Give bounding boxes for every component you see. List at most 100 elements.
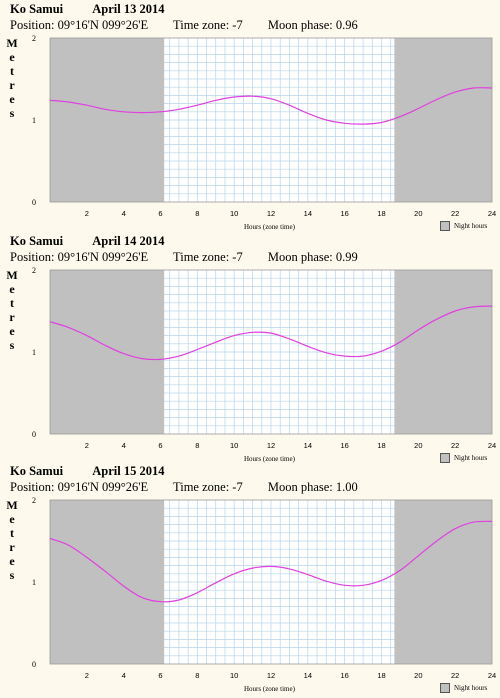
moon-phase-label: Moon phase: 0.99	[267, 250, 358, 264]
y-axis-letter: t	[10, 526, 14, 540]
plot-border	[49, 499, 493, 665]
x-tick-label: 6	[158, 441, 162, 450]
x-tick-label: 14	[304, 441, 312, 450]
tide-panel-april-13: Ko Samui April 13 2014 Position: 09°16'N…	[0, 2, 500, 234]
y-axis-letter: e	[9, 50, 15, 64]
x-tick-label: 14	[304, 209, 312, 218]
y-tick-label: 1	[32, 116, 36, 125]
moon-phase-label: Moon phase: 1.00	[267, 480, 358, 494]
location-label: Ko Samui	[10, 464, 64, 478]
date-label: April 13 2014	[92, 2, 165, 16]
timezone-label: Time zone: -7	[173, 18, 243, 32]
position-label: Position: 09°16'N 099°26'E	[10, 480, 149, 494]
y-tick-label: 2	[32, 496, 36, 505]
plot-border	[49, 37, 493, 203]
x-tick-label: 18	[377, 671, 385, 680]
x-axis-label: Hours (zone time)	[244, 455, 295, 463]
panel-title: Ko Samui April 13 2014	[10, 2, 165, 17]
x-tick-label: 8	[195, 209, 199, 218]
y-axis-letter: r	[9, 540, 15, 554]
x-tick-label: 4	[122, 441, 126, 450]
x-tick-label: 22	[451, 209, 459, 218]
x-tick-label: 6	[158, 209, 162, 218]
panel-title: Ko Samui April 15 2014	[10, 464, 165, 479]
y-axis-letter: s	[9, 338, 15, 352]
y-tick-label: 2	[32, 34, 36, 43]
y-axis-letter: r	[9, 310, 15, 324]
x-tick-label: 14	[304, 671, 312, 680]
y-axis-letter: e	[9, 282, 15, 296]
location-label: Ko Samui	[10, 234, 64, 248]
night-hours-band	[394, 500, 492, 664]
y-axis-letter: t	[10, 296, 14, 310]
x-tick-label: 10	[230, 441, 238, 450]
night-hours-band	[50, 500, 165, 664]
night-hours-band	[50, 38, 165, 202]
x-tick-label: 20	[414, 209, 422, 218]
x-tick-label: 24	[488, 209, 496, 218]
y-axis-label: M e t r e s	[6, 36, 18, 120]
x-tick-label: 24	[488, 441, 496, 450]
y-tick-label: 0	[32, 198, 36, 207]
tide-height-line	[49, 520, 493, 603]
y-axis-letter: e	[9, 92, 15, 106]
x-tick-label: 16	[340, 441, 348, 450]
y-axis-letter: e	[9, 324, 15, 338]
date-label: April 15 2014	[92, 464, 165, 478]
y-axis-letter: s	[9, 106, 15, 120]
panel-info: Position: 09°16'N 099°26'E Time zone: -7…	[10, 480, 380, 495]
x-axis-label: Hours (zone time)	[244, 223, 295, 231]
tide-panel-april-14: Ko Samui April 14 2014 Position: 09°16'N…	[0, 234, 500, 466]
night-hours-band	[394, 38, 492, 202]
x-tick-label: 2	[85, 441, 89, 450]
x-tick-label: 16	[340, 671, 348, 680]
y-tick-label: 1	[32, 348, 36, 357]
date-label: April 14 2014	[92, 234, 165, 248]
y-tick-label: 2	[32, 266, 36, 275]
y-axis-letter: M	[6, 498, 18, 512]
position-label: Position: 09°16'N 099°26'E	[10, 18, 149, 32]
y-tick-label: 0	[32, 660, 36, 669]
y-axis-letter: e	[9, 554, 15, 568]
x-tick-label: 4	[122, 209, 126, 218]
night-hours-swatch	[440, 221, 450, 231]
night-hours-swatch	[440, 683, 450, 693]
moon-phase-label: Moon phase: 0.96	[267, 18, 358, 32]
timezone-label: Time zone: -7	[173, 480, 243, 494]
tide-panel-april-15: Ko Samui April 15 2014 Position: 09°16'N…	[0, 464, 500, 696]
x-tick-label: 22	[451, 671, 459, 680]
legend-label: Night hours	[454, 684, 488, 692]
panel-info: Position: 09°16'N 099°26'E Time zone: -7…	[10, 250, 380, 265]
y-tick-label: 1	[32, 578, 36, 587]
position-label: Position: 09°16'N 099°26'E	[10, 250, 149, 264]
y-axis-letter: e	[9, 512, 15, 526]
x-tick-label: 8	[195, 441, 199, 450]
x-tick-label: 18	[377, 441, 385, 450]
x-tick-label: 8	[195, 671, 199, 680]
night-hours-band	[50, 270, 165, 434]
panel-title: Ko Samui April 14 2014	[10, 234, 165, 249]
tide-height-line	[49, 87, 493, 125]
legend: Night hours	[440, 221, 487, 231]
x-tick-label: 22	[451, 441, 459, 450]
y-tick-label: 0	[32, 430, 36, 439]
x-tick-label: 10	[230, 671, 238, 680]
x-tick-label: 6	[158, 671, 162, 680]
panel-info: Position: 09°16'N 099°26'E Time zone: -7…	[10, 18, 380, 33]
y-axis-letter: r	[9, 78, 15, 92]
y-axis-letter: M	[6, 268, 18, 282]
x-tick-label: 10	[230, 209, 238, 218]
legend: Night hours	[440, 453, 487, 463]
x-tick-label: 24	[488, 671, 496, 680]
night-hours-swatch	[440, 453, 450, 463]
x-tick-label: 20	[414, 671, 422, 680]
x-tick-label: 2	[85, 209, 89, 218]
y-axis-letter: M	[6, 36, 18, 50]
x-axis-label: Hours (zone time)	[244, 685, 295, 693]
x-tick-label: 16	[340, 209, 348, 218]
plot-border	[49, 269, 493, 435]
night-hours-band	[394, 270, 492, 434]
timezone-label: Time zone: -7	[173, 250, 243, 264]
